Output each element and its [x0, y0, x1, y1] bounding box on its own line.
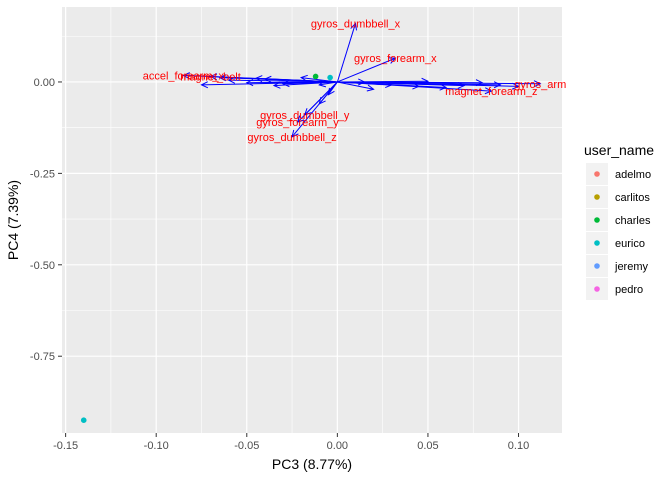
x-axis-title: PC3 (8.77%)	[272, 456, 352, 472]
legend-label: carlitos	[615, 192, 650, 204]
loading-arrowhead	[475, 79, 484, 87]
loading-labels: gyros_dumbbell_x gyros_forearm_x gyros_arm…	[143, 18, 567, 143]
loading-label: magnet_belt	[180, 71, 241, 83]
loading-label: accel_forearm_x	[143, 70, 225, 82]
y-axis-title: PC4 (7.39%)	[5, 180, 21, 260]
loading-arrowhead	[200, 81, 209, 89]
loading-arrowhead	[439, 83, 448, 91]
legend: adelmo carlitos charles eurico jeremy pedro	[586, 163, 651, 300]
loading-arrowhead	[209, 73, 218, 81]
loading-label: gyros_arm	[514, 79, 566, 91]
loading-label: gyros_forearm_y	[256, 117, 339, 129]
legend-title: user_name	[584, 142, 654, 158]
y-tick-label: -0.75	[30, 351, 55, 363]
loading-arrowhead	[254, 75, 263, 83]
loading-label: gyros_dumbbell_z	[247, 132, 336, 144]
x-tick-label: 0.05	[417, 440, 438, 452]
legend-label: jeremy	[614, 261, 649, 273]
loading-arrowhead	[218, 74, 227, 82]
y-tick-label: 0.00	[34, 77, 55, 89]
loading-arrowhead	[245, 79, 254, 87]
x-axis-ticks: -0.15 -0.10 -0.05 0.00 0.05 0.10	[53, 433, 529, 452]
legend-label: charles	[615, 215, 651, 227]
score-point	[327, 74, 333, 81]
loading-label: gyros_forearm_x	[354, 53, 437, 65]
loading-arrowhead	[511, 82, 520, 90]
loading-arrowhead	[350, 22, 358, 31]
legend-key-swatch	[594, 217, 600, 223]
loading-arrow	[336, 23, 356, 83]
loading-arrow	[273, 81, 338, 87]
loading-label: gyros_dumbbell_y	[260, 110, 350, 122]
loading-arrowhead	[318, 96, 326, 105]
loading-arrowhead	[484, 87, 493, 95]
x-tick-label: 0.00	[327, 440, 348, 452]
loading-arrowhead	[366, 84, 375, 92]
loading-arrow	[337, 81, 374, 90]
loading-arrowhead	[272, 81, 281, 89]
x-tick-label: -0.15	[53, 440, 78, 452]
legend-label: pedro	[615, 284, 643, 296]
minor-gridlines	[62, 7, 562, 433]
loading-label: magnet_forearm_z	[445, 86, 537, 98]
loading-label: gyros_dumbbell_x	[311, 18, 401, 30]
loading-arrowhead	[296, 115, 305, 124]
y-axis-ticks: 0.00 -0.25 -0.50 -0.75	[30, 77, 62, 363]
loading-arrow	[337, 57, 396, 83]
loading-arrowhead	[533, 80, 542, 88]
loading-arrowhead	[388, 57, 397, 64]
loading-arrowhead	[182, 72, 191, 80]
x-tick-label: -0.05	[234, 440, 259, 452]
panel-background	[62, 7, 562, 433]
legend-key-swatch	[594, 286, 600, 292]
loading-arrowhead	[421, 77, 430, 85]
score-points	[80, 73, 333, 424]
loading-arrowhead	[281, 80, 290, 88]
loading-arrowhead	[457, 81, 466, 89]
loading-arrow	[201, 81, 338, 86]
legend-key-swatch	[594, 171, 600, 177]
y-tick-label: -0.50	[30, 260, 55, 272]
y-tick-label: -0.25	[30, 168, 55, 180]
loading-arrowhead	[318, 80, 327, 88]
loading-arrowhead	[327, 87, 335, 96]
loading-arrow	[297, 81, 338, 123]
loading-arrowhead	[291, 129, 299, 138]
legend-key-swatch	[594, 263, 600, 269]
loading-arrow	[327, 81, 338, 96]
legend-label: adelmo	[615, 169, 651, 181]
legend-key-swatch	[594, 194, 600, 200]
loading-arrowhead	[493, 81, 502, 89]
score-point	[80, 417, 87, 424]
legend-key-swatch	[594, 240, 600, 246]
loading-arrows	[182, 22, 542, 138]
x-tick-label: -0.10	[144, 440, 169, 452]
loading-arrow	[219, 77, 338, 83]
loading-arrow	[337, 81, 519, 87]
legend-label: eurico	[615, 238, 645, 250]
score-point	[312, 73, 319, 80]
x-tick-label: 0.10	[508, 440, 529, 452]
